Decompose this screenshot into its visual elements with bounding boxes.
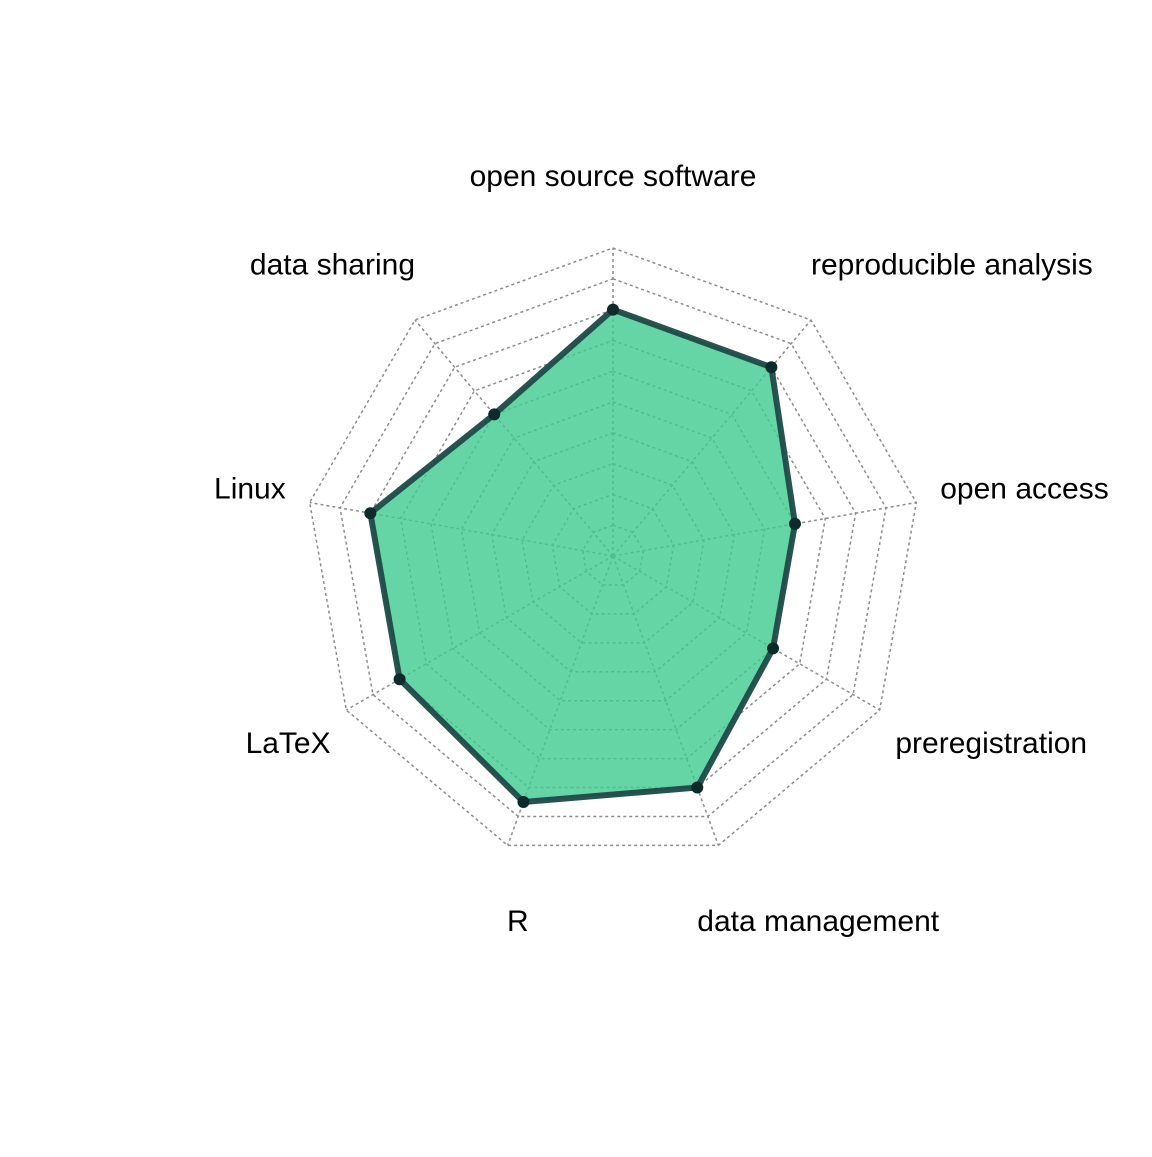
grid-ring (399, 339, 827, 760)
axis-label: open source software (470, 160, 757, 193)
axis-label: Linux (214, 472, 286, 505)
data-point (788, 517, 801, 530)
grid-ring (339, 278, 887, 818)
axis-label: open access (940, 472, 1108, 505)
axis-label: R (507, 905, 529, 938)
data-point (607, 303, 619, 316)
data-point (364, 507, 377, 520)
axis-label: data management (697, 905, 939, 938)
data-point (767, 642, 780, 655)
series-area (367, 306, 798, 806)
axis-label: preregistration (895, 727, 1087, 760)
data-point (393, 673, 406, 686)
data-point (488, 408, 501, 421)
axis-label: reproducible analysis (811, 248, 1093, 281)
data-point (765, 361, 778, 374)
axis-label: LaTeX (246, 727, 331, 760)
grid-ring (308, 247, 918, 847)
axis-labels: open source software reproducible analysi… (214, 160, 1109, 938)
axis-label: data sharing (250, 248, 415, 281)
data-point (517, 796, 530, 809)
radar-series (364, 303, 801, 809)
data-point (691, 781, 704, 794)
